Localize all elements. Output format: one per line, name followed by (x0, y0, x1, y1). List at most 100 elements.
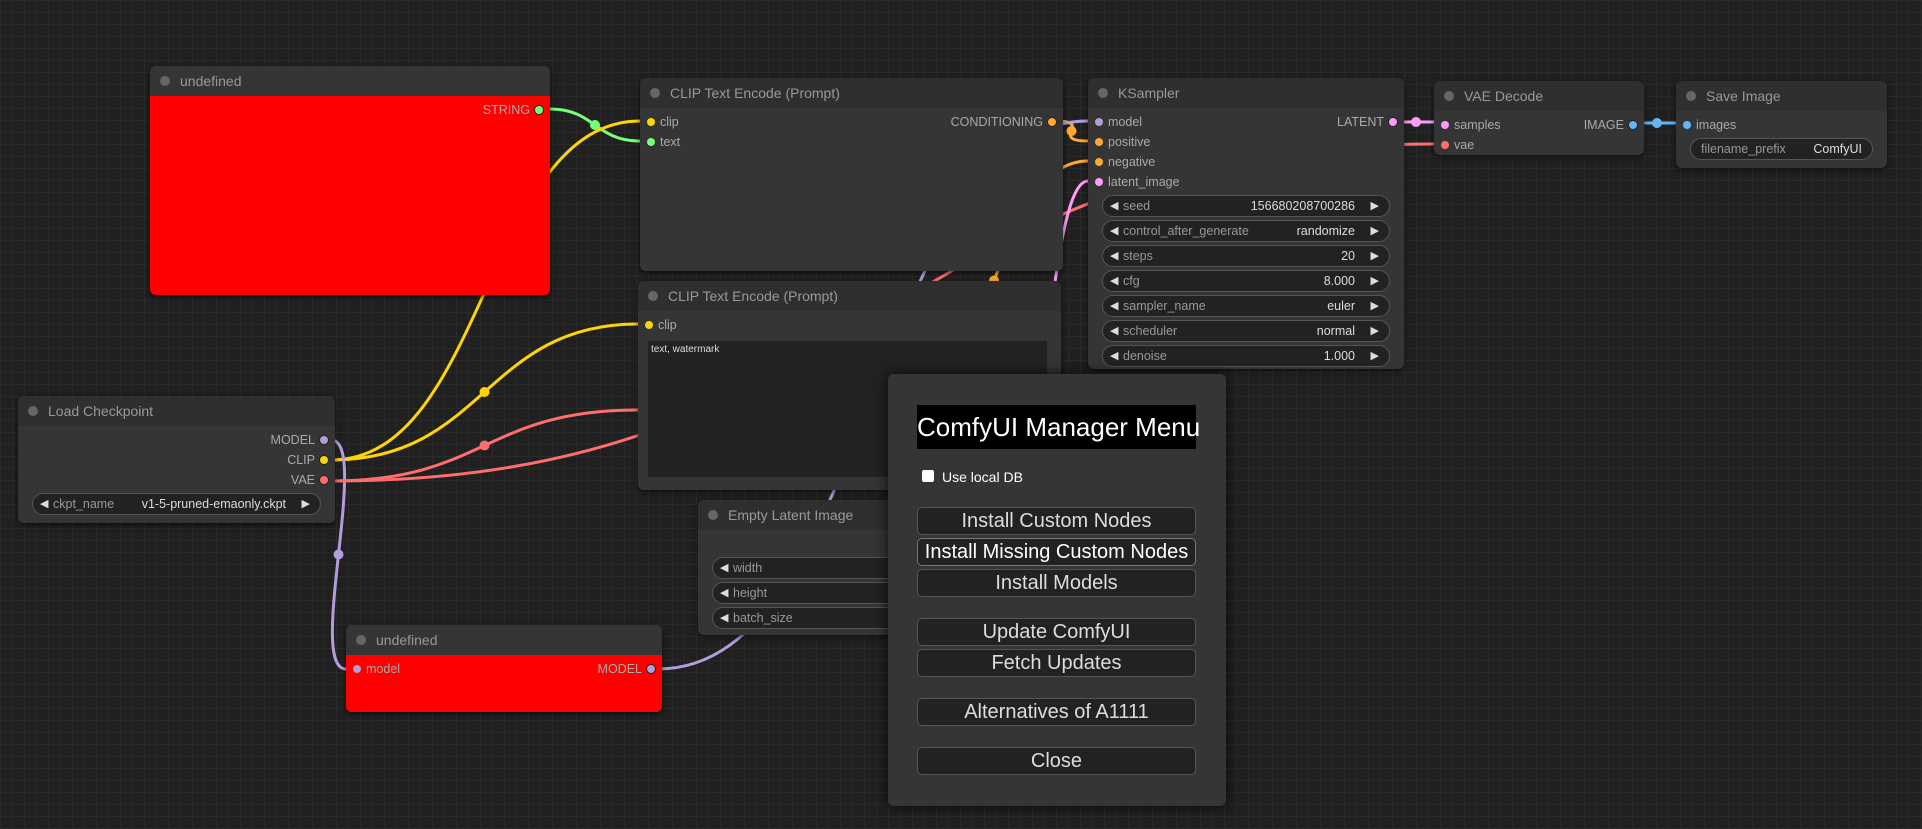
decrement-arrow-icon[interactable]: ◀ (720, 612, 729, 624)
node-vae-decode[interactable]: VAE Decode samples IMAGE vae (1434, 81, 1644, 155)
widget-filename-prefix[interactable]: filename_prefix ComfyUI (1690, 138, 1873, 160)
input-slot-clip[interactable]: clip (645, 315, 677, 335)
slot-row: latent_image (1088, 172, 1404, 192)
slot-row: model LATENT (1088, 112, 1404, 132)
widget-sampler-name[interactable]: ◀ sampler_name euler ▶ (1102, 295, 1390, 317)
output-slot-model[interactable]: MODEL (598, 659, 656, 679)
widget-value: 20 (1341, 249, 1355, 263)
install-custom-nodes-button[interactable]: Install Custom Nodes (917, 507, 1196, 535)
update-comfyui-button[interactable]: Update ComfyUI (917, 618, 1196, 646)
output-slot-model[interactable]: MODEL (271, 430, 329, 450)
widget-value: randomize (1296, 224, 1355, 238)
decrement-arrow-icon[interactable]: ◀ (40, 498, 49, 510)
node-undefined-top[interactable]: undefined STRING (150, 66, 550, 295)
input-slot-vae[interactable]: vae (1440, 135, 1474, 155)
node-load-checkpoint[interactable]: Load Checkpoint MODEL CLIP VAE ◀ ckpt_name v1-… (18, 396, 335, 523)
input-slot-images[interactable]: images (1682, 115, 1736, 135)
input-slot-text[interactable]: text (646, 132, 680, 152)
node-clip-text-encode-1[interactable]: CLIP Text Encode (Prompt) clip CONDITIONIN… (640, 78, 1063, 271)
widget-label: filename_prefix (1701, 142, 1786, 156)
widget-control-after-generate[interactable]: ◀ control_after_generate randomize ▶ (1102, 220, 1390, 242)
output-slot-image[interactable]: IMAGE (1584, 115, 1638, 135)
widget-scheduler[interactable]: ◀ scheduler normal ▶ (1102, 320, 1390, 342)
link-center-marker[interactable] (479, 440, 490, 451)
decrement-arrow-icon[interactable]: ◀ (1110, 300, 1119, 312)
widget-label: ckpt_name (53, 497, 115, 511)
widget-label: width (733, 561, 763, 575)
decrement-arrow-icon[interactable]: ◀ (720, 587, 729, 599)
widget-seed[interactable]: ◀ seed 156680208700286 ▶ (1102, 195, 1390, 217)
node-title[interactable]: CLIP Text Encode (Prompt) (640, 78, 1063, 108)
increment-arrow-icon[interactable]: ▶ (301, 498, 310, 510)
decrement-arrow-icon[interactable]: ◀ (720, 562, 729, 574)
input-slot-latent_image[interactable]: latent_image (1095, 172, 1180, 192)
node-title[interactable]: CLIP Text Encode (Prompt) (638, 281, 1061, 311)
link-center-marker[interactable] (1066, 126, 1077, 136)
output-slot-conditioning[interactable]: CONDITIONING (951, 112, 1057, 132)
decrement-arrow-icon[interactable]: ◀ (1110, 350, 1119, 362)
fetch-updates-button[interactable]: Fetch Updates (917, 649, 1196, 677)
output-slot-latent[interactable]: LATENT (1337, 112, 1397, 132)
node-body: model LATENT positive negative latent_image ◀… (1088, 108, 1404, 369)
install-missing-custom-nodes-button[interactable]: Install Missing Custom Nodes (917, 538, 1196, 566)
install-models-button[interactable]: Install Models (917, 569, 1196, 597)
decrement-arrow-icon[interactable]: ◀ (1110, 200, 1119, 212)
node-title[interactable]: undefined (150, 66, 550, 96)
increment-arrow-icon[interactable]: ▶ (1370, 200, 1379, 212)
link-center-marker[interactable] (333, 549, 344, 560)
decrement-arrow-icon[interactable]: ◀ (1110, 250, 1119, 262)
widget-denoise[interactable]: ◀ denoise 1.000 ▶ (1102, 345, 1390, 367)
alternatives-of-a1111-button[interactable]: Alternatives of A1111 (917, 698, 1196, 726)
widget-label: seed (1123, 199, 1151, 213)
slot-row: STRING (150, 100, 550, 120)
input-slot-samples[interactable]: samples (1441, 115, 1501, 135)
node-save-image[interactable]: Save Image images filename_prefix ComfyUI (1676, 81, 1887, 168)
widget-label: height (733, 586, 768, 600)
slot-row: model MODEL (346, 659, 662, 679)
input-slot-negative[interactable]: negative (1094, 152, 1155, 172)
widget-value: 8.000 (1323, 274, 1355, 288)
widget-value: 1.000 (1323, 349, 1355, 363)
node-body: images filename_prefix ComfyUI (1676, 111, 1887, 168)
slot-row: CLIP (18, 450, 335, 470)
close-button[interactable]: Close (917, 747, 1196, 775)
widget-steps[interactable]: ◀ steps 20 ▶ (1102, 245, 1390, 267)
node-title[interactable]: Load Checkpoint (18, 396, 335, 426)
input-slot-model[interactable]: model (1094, 112, 1142, 132)
increment-arrow-icon[interactable]: ▶ (1370, 225, 1379, 237)
output-slot-string[interactable]: STRING (483, 100, 544, 120)
widget-value: normal (1316, 324, 1355, 338)
link-center-marker[interactable] (590, 120, 600, 130)
widget-label: denoise (1123, 349, 1167, 363)
widget-label: cfg (1123, 274, 1140, 288)
node-body: STRING (150, 96, 550, 295)
increment-arrow-icon[interactable]: ▶ (1370, 275, 1379, 287)
node-title[interactable]: VAE Decode (1434, 81, 1644, 111)
input-slot-model[interactable]: model (352, 659, 400, 679)
use-local-db-checkbox[interactable] (922, 470, 934, 482)
increment-arrow-icon[interactable]: ▶ (1370, 325, 1379, 337)
slot-row: positive (1088, 132, 1404, 152)
output-slot-vae[interactable]: VAE (291, 470, 329, 490)
input-slot-clip[interactable]: clip (647, 112, 679, 132)
widget-label: control_after_generate (1123, 224, 1249, 238)
decrement-arrow-icon[interactable]: ◀ (1110, 325, 1119, 337)
link-center-marker[interactable] (479, 387, 490, 397)
increment-arrow-icon[interactable]: ▶ (1370, 250, 1379, 262)
link-center-marker[interactable] (1652, 118, 1662, 128)
widget-value: euler (1327, 299, 1355, 313)
link-center-marker[interactable] (1411, 117, 1421, 127)
input-slot-positive[interactable]: positive (1094, 132, 1150, 152)
decrement-arrow-icon[interactable]: ◀ (1110, 225, 1119, 237)
increment-arrow-icon[interactable]: ▶ (1370, 350, 1379, 362)
node-ksampler[interactable]: KSampler model LATENT positive negative laten… (1088, 78, 1404, 369)
output-slot-clip[interactable]: CLIP (287, 450, 328, 470)
node-title[interactable]: KSampler (1088, 78, 1404, 108)
node-title[interactable]: undefined (346, 625, 662, 655)
decrement-arrow-icon[interactable]: ◀ (1110, 275, 1119, 287)
widget-ckpt-name[interactable]: ◀ ckpt_name v1-5-pruned-emaonly.ckpt ▶ (32, 493, 321, 515)
node-title[interactable]: Save Image (1676, 81, 1887, 111)
increment-arrow-icon[interactable]: ▶ (1370, 300, 1379, 312)
node-undefined-bottom[interactable]: undefined model MODEL (346, 625, 662, 712)
widget-cfg[interactable]: ◀ cfg 8.000 ▶ (1102, 270, 1390, 292)
